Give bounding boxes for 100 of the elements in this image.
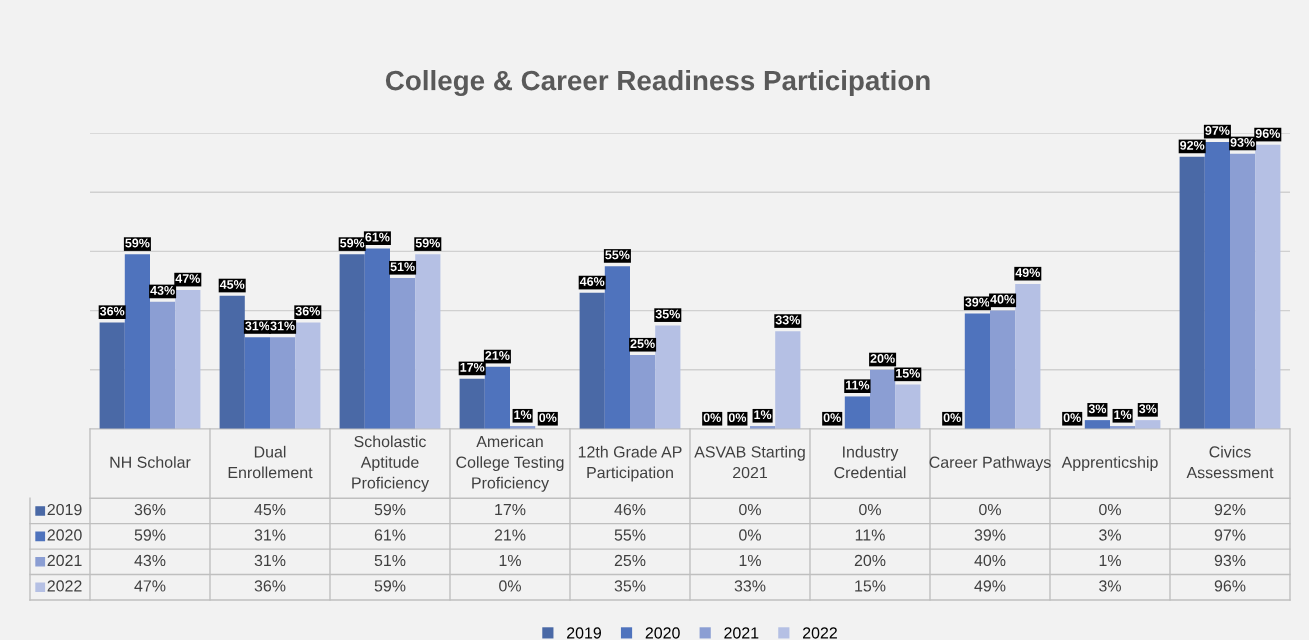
data-label: 49%: [974, 580, 1006, 592]
x-tick-label: Dual Enrollement: [228, 445, 313, 479]
text: 43%: [150, 285, 175, 295]
text: 97%: [1205, 126, 1230, 135]
bar: [99, 322, 125, 429]
legend-label: 2022: [47, 580, 82, 592]
data-label: 0%: [739, 529, 761, 541]
text: 0%: [943, 413, 961, 423]
data-label: 40%: [974, 554, 1006, 567]
data-label: 0%: [859, 503, 881, 516]
text: 1%: [514, 410, 532, 420]
data-label: 33%: [734, 580, 766, 592]
text: 59%: [125, 238, 150, 248]
data-label: 61%: [374, 529, 406, 541]
text: 3%: [1139, 404, 1157, 414]
text: 21%: [485, 351, 510, 360]
text: 49%: [1015, 268, 1040, 278]
legend-label: 2021: [47, 554, 82, 567]
data-label: 93%: [1214, 554, 1246, 567]
data-label: 46%: [614, 503, 646, 516]
text: 45%: [219, 280, 245, 289]
bar: [270, 337, 296, 429]
bar: [415, 254, 441, 429]
text: 51%: [390, 262, 415, 272]
text: 55%: [605, 250, 630, 260]
data-label: 96%: [1214, 580, 1246, 592]
text: 1%: [754, 410, 772, 420]
text: 31%: [245, 321, 270, 331]
data-label: 59%: [374, 503, 406, 516]
x-tick-label: 12th Grade AP Participation: [578, 445, 682, 482]
data-label: 36%: [254, 580, 286, 592]
text: 61%: [365, 232, 390, 242]
data-label: 47%: [134, 580, 166, 592]
data-label: 0%: [499, 580, 521, 592]
x-tick-label: ASVAB Starting 2021: [694, 445, 805, 479]
x-tick-label: Civics Assessment: [1186, 445, 1274, 479]
text: 35%: [655, 309, 680, 319]
data-label: 0%: [1099, 503, 1121, 516]
data-label: 25%: [614, 554, 646, 567]
bar: [244, 337, 270, 429]
bar: [844, 396, 870, 429]
text: 96%: [1255, 129, 1280, 138]
data-label: 45%: [254, 503, 286, 516]
data-label: 39%: [974, 529, 1006, 541]
text: 1%: [1114, 410, 1132, 420]
text: 0%: [1063, 413, 1081, 423]
data-label: 15%: [855, 580, 886, 592]
text: 33%: [775, 315, 800, 325]
x-tick-label: Career Pathways: [929, 456, 1051, 472]
text: 25%: [630, 339, 655, 349]
data-label: 31%: [254, 529, 286, 541]
bar: [775, 331, 801, 429]
data-label: 31%: [254, 554, 286, 567]
data-label: 35%: [614, 580, 646, 592]
bar: [990, 310, 1016, 429]
text: 2019: [567, 627, 602, 639]
data-label: 0%: [979, 503, 1001, 516]
data-label: 92%: [1214, 503, 1246, 516]
data-label: 1%: [499, 554, 521, 567]
text: 36%: [99, 306, 125, 316]
data-label: 59%: [134, 529, 166, 541]
chart-title: College & Career Readiness Participation: [385, 69, 930, 97]
data-label: 11%: [855, 529, 885, 541]
data-label: 43%: [134, 554, 166, 567]
text: 17%: [460, 362, 485, 372]
text: 47%: [175, 274, 200, 283]
text: 92%: [1180, 140, 1205, 150]
text: 0%: [539, 413, 557, 423]
text: 15%: [896, 368, 920, 378]
data-label: 55%: [614, 529, 646, 541]
text: 46%: [579, 277, 605, 286]
data-label: 3%: [1099, 580, 1121, 592]
text: 2020: [645, 627, 680, 639]
data-label: 1%: [1099, 554, 1121, 567]
text: 3%: [1088, 404, 1107, 414]
text: 20%: [870, 354, 895, 363]
x-tick-label: American College Testing Proficiency: [456, 435, 564, 492]
data-label: 59%: [374, 580, 406, 592]
bar: [1015, 283, 1041, 429]
text: 31%: [270, 321, 295, 331]
data-label: 97%: [1214, 529, 1246, 541]
data-label: 0%: [739, 503, 761, 516]
text: 2022: [803, 627, 837, 639]
bar: [339, 254, 365, 429]
bar: [604, 266, 630, 429]
bar: [295, 322, 321, 429]
data-label: 21%: [494, 529, 526, 541]
x-tick-label: Apprenticship: [1061, 456, 1158, 472]
data-label: 36%: [134, 503, 166, 516]
data-label: 3%: [1099, 529, 1121, 541]
text: 93%: [1230, 137, 1255, 147]
x-tick-label: Scholastic Aptitude Proficiency: [352, 435, 430, 492]
data-label: 17%: [495, 503, 526, 516]
text: 39%: [965, 297, 990, 307]
text: 59%: [415, 238, 440, 248]
text: 2021: [724, 627, 759, 639]
bar: [630, 355, 656, 429]
x-tick-label: NH Scholar: [110, 456, 191, 468]
data-label: 20%: [854, 554, 886, 567]
text: 59%: [340, 238, 365, 248]
